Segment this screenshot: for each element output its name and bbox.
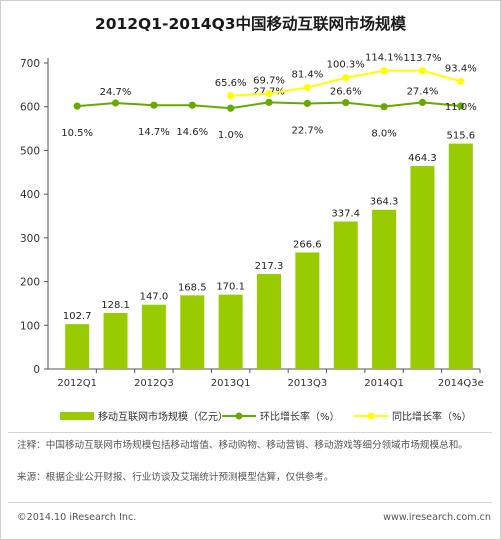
qoq-point [303,99,311,108]
y-tick-label: 400 [20,189,40,201]
qoq-point [150,101,158,109]
qoq-point [227,104,235,112]
y-tick-label: 300 [20,233,40,245]
qoq-point [342,98,350,107]
qoq-value-label: 22.7% [291,125,323,136]
legend-label-yoy: 同比增长率（%） [392,412,472,423]
yoy-point [342,74,350,82]
y-tick-label: 100 [20,320,40,332]
yoy-point [265,90,273,98]
bar-value-label: 217.3 [255,261,284,272]
bar-value-label: 464.3 [408,153,437,164]
qoq-point [418,98,427,107]
bar [103,313,128,369]
website-text: www.iresearch.com.cn [383,512,491,523]
yoy-point [457,77,465,85]
bar-value-label: 364.3 [370,197,399,208]
qoq-value-label: 24.7% [100,87,132,98]
y-tick-label: 700 [20,58,40,70]
qoq-value-label: 11.0% [445,102,477,113]
legend-item-market-size: 移动互联网市场规模（亿元） [60,408,228,423]
chart-plot: 0 100 200 300 400 500 600 700 102.7 128.1 147.0 168… [20,53,484,389]
divider [8,502,492,503]
qoq-value-label: 1.0% [218,130,243,141]
y-tick-label: 500 [20,145,40,157]
yoy-point [418,67,427,75]
copyright-text: ©2014.10 iResearch Inc. [17,512,137,523]
note-text: 注释：中国移动互联网市场规模包括移动增值、移动购物、移动营销、移动游戏等细分领域… [17,440,468,451]
bar [448,143,473,369]
bar-value-label: 515.6 [446,131,475,142]
qoq-point [265,98,273,106]
yoy-value-label: 81.4% [291,70,323,81]
x-tick-label: 2012Q3 [134,378,174,389]
yoy-value-label: 113.7% [403,53,441,64]
chart-legend: 移动互联网市场规模（亿元） 环比增长率（%） 同比增长率（%） [0,405,501,427]
bar [372,209,397,369]
bar [65,324,90,369]
bar [180,295,205,369]
bar [333,221,358,369]
y-tick-label: 0 [33,364,40,376]
yoy-value-label: 93.4% [445,63,477,74]
chart-title: 2012Q1-2014Q3中国移动互联网市场规模 [94,15,407,33]
bar-value-label: 102.7 [63,311,92,322]
legend-label-qoq: 环比增长率（%） [260,412,340,423]
qoq-value-label: 8.0% [371,129,396,140]
x-tick-label: 2012Q1 [57,378,97,389]
legend-swatch-bar [60,411,94,420]
bar-value-label: 168.5 [178,282,207,293]
bar-value-label: 266.6 [293,239,322,250]
yoy-value-label: 65.6% [215,78,247,89]
qoq-value-label: 10.5% [61,128,93,139]
bar [218,294,243,369]
qoq-value-label: 26.6% [330,87,362,98]
bar-value-label: 128.1 [101,300,130,311]
qoq-point [457,102,465,110]
legend-swatch-yoy-line [354,412,388,419]
bar-value-label: 337.4 [331,209,360,220]
bar-value-label: 147.0 [140,292,169,303]
y-tick-label: 200 [20,277,40,289]
legend-swatch-qoq-line [222,412,256,419]
yoy-value-label: 100.3% [327,60,365,71]
x-tick-label: 2013Q1 [211,378,251,389]
qoq-value-label: 27.4% [407,86,439,97]
legend-item-yoy: 同比增长率（%） [354,408,472,423]
bar [257,274,281,369]
qoq-point [73,102,81,110]
bar-value-label: 170.1 [216,282,245,293]
yoy-value-label: 114.1% [365,53,403,64]
yoy-point [227,92,235,100]
source-text: 来源：根据企业公开财报、行业访谈及艾瑞统计预测模型估算，仅供参考。 [17,472,334,483]
bar [295,252,320,369]
bar [141,304,166,369]
x-tick-label: 2014Q1 [364,378,404,389]
yoy-point [303,83,311,92]
qoq-point [111,99,120,107]
qoq-point [188,101,196,109]
qoq-point [380,103,388,111]
qoq-value-label: 14.6% [176,127,208,138]
legend-item-qoq: 环比增长率（%） [222,408,340,423]
yoy-value-label: 69.7% [253,76,285,87]
bar [410,166,435,369]
x-tick-label: 2014Q3e [438,378,484,389]
yoy-point [380,66,388,75]
y-tick-label: 600 [20,102,40,114]
legend-label-market-size: 移动互联网市场规模（亿元） [98,412,228,423]
qoq-value-label: 14.7% [138,127,170,138]
divider [8,432,492,433]
x-tick-label: 2013Q3 [288,378,328,389]
